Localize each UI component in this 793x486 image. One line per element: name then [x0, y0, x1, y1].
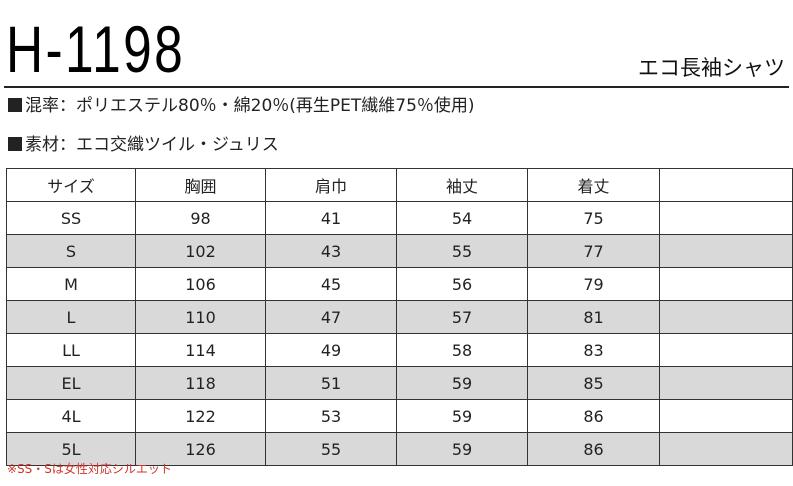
table-row: 4L 122 53 59 86: [6, 399, 793, 433]
table-cell: 56: [396, 267, 528, 301]
product-name: エコ長袖シャツ: [638, 56, 785, 80]
table-cell: 55: [265, 432, 397, 466]
table-row: EL 118 51 59 85: [6, 366, 793, 400]
table-cell: 58: [396, 333, 528, 367]
table-cell: EL: [6, 366, 136, 400]
table-cell: [659, 333, 793, 367]
table-cell: 41: [265, 201, 397, 235]
table-cell: LL: [6, 333, 136, 367]
table-cell: 77: [527, 234, 660, 268]
table-cell: 85: [527, 366, 660, 400]
table-header-row: サイズ 胸囲 肩巾 袖丈 着丈: [6, 168, 793, 202]
table-cell: 106: [135, 267, 266, 301]
table-cell: 83: [527, 333, 660, 367]
table-cell: [659, 201, 793, 235]
table-cell: [659, 234, 793, 268]
table-cell: M: [6, 267, 136, 301]
table-row: SS 98 41 54 75: [6, 201, 793, 235]
table-cell: 55: [396, 234, 528, 268]
table-row: S 102 43 55 77: [6, 234, 793, 268]
table-row: LL 114 49 58 83: [6, 333, 793, 367]
column-header: [659, 168, 793, 202]
table-row: L 110 47 57 81: [6, 300, 793, 334]
column-header: 肩巾: [265, 168, 397, 202]
square-bullet-icon: [8, 98, 22, 112]
table-cell: 59: [396, 432, 528, 466]
table-cell: SS: [6, 201, 136, 235]
table-cell: 59: [396, 366, 528, 400]
product-code: H-1198: [6, 12, 186, 86]
header-divider: [4, 86, 789, 88]
table-cell: 118: [135, 366, 266, 400]
table-cell: [659, 267, 793, 301]
table-cell: 49: [265, 333, 397, 367]
table-cell: 81: [527, 300, 660, 334]
table-cell: 54: [396, 201, 528, 235]
table-cell: 86: [527, 399, 660, 433]
table-cell: 43: [265, 234, 397, 268]
table-cell: 110: [135, 300, 266, 334]
table-cell: 47: [265, 300, 397, 334]
table-cell: [659, 432, 793, 466]
column-header: 袖丈: [396, 168, 528, 202]
size-table: サイズ 胸囲 肩巾 袖丈 着丈 SS 98 41 54 75 S 102 43 55 77 M 106 45 56 7…: [6, 168, 793, 466]
table-cell: 79: [527, 267, 660, 301]
column-header: サイズ: [6, 168, 136, 202]
table-cell: [659, 399, 793, 433]
table-cell: 122: [135, 399, 266, 433]
table-cell: 75: [527, 201, 660, 235]
table-cell: [659, 300, 793, 334]
spec-blend-text: 混率：ポリエステル80％・綿20％(再生PET繊維75％使用): [25, 96, 475, 116]
table-cell: 102: [135, 234, 266, 268]
table-cell: 59: [396, 399, 528, 433]
spec-material-text: 素材：エコ交織ツイル・ジュリス: [25, 135, 279, 155]
table-row: 5L 126 55 59 86: [6, 432, 793, 466]
table-cell: 51: [265, 366, 397, 400]
table-cell: 114: [135, 333, 266, 367]
spec-material: 素材：エコ交織ツイル・ジュリス: [8, 134, 279, 156]
column-header: 胸囲: [135, 168, 266, 202]
table-cell: L: [6, 300, 136, 334]
table-cell: 53: [265, 399, 397, 433]
square-bullet-icon: [8, 137, 22, 151]
table-cell: [659, 366, 793, 400]
table-cell: 98: [135, 201, 266, 235]
table-cell: S: [6, 234, 136, 268]
table-row: M 106 45 56 79: [6, 267, 793, 301]
table-cell: 86: [527, 432, 660, 466]
table-cell: 45: [265, 267, 397, 301]
table-cell: 5L: [6, 432, 136, 466]
silhouette-note: ※SS・Sは女性対応シルエット: [7, 462, 172, 476]
table-cell: 57: [396, 300, 528, 334]
column-header: 着丈: [527, 168, 660, 202]
table-cell: 4L: [6, 399, 136, 433]
spec-blend: 混率：ポリエステル80％・綿20％(再生PET繊維75％使用): [8, 95, 475, 117]
